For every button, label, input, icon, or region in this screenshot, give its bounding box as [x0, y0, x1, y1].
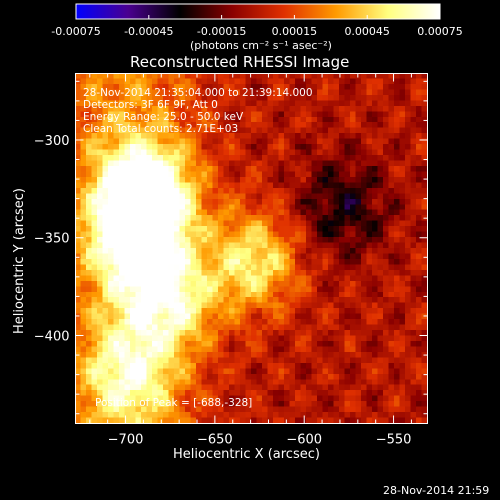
- colorbar-units-label: (photons cm⁻² s⁻¹ asec⁻²): [190, 39, 332, 52]
- colorbar: -0.00075 -0.00045 -0.00015 0.00015 0.00045 0.…: [51, 3, 463, 38]
- colorbar-tick-label: 0.00015: [272, 25, 318, 38]
- x-tick-label: −650: [197, 433, 233, 448]
- x-tick-label: −600: [286, 433, 322, 448]
- colorbar-tick-label: -0.00045: [124, 25, 173, 38]
- colorbar-tick-label: -0.00075: [51, 25, 100, 38]
- x-tick-label: −700: [108, 433, 144, 448]
- detectors-annotation: Detectors: 3F 6F 9F, Att 0: [83, 99, 218, 111]
- y-axis-label: Heliocentric Y (arcsec): [12, 188, 27, 334]
- colorbar-tick-label: 0.00075: [417, 25, 463, 38]
- colorbar-tick-label: -0.00015: [197, 25, 246, 38]
- colorbar-gradient: [75, 3, 441, 20]
- x-tick-label: −550: [376, 433, 412, 448]
- peak-position-annotation: Position of Peak = [-688,-328]: [95, 397, 253, 409]
- energy-range-annotation: Energy Range: 25.0 - 50.0 keV: [83, 111, 244, 123]
- clean-counts-annotation: Clean Total counts: 2.71E+03: [83, 123, 239, 135]
- x-axis-label: Heliocentric X (arcsec): [173, 447, 320, 462]
- y-tick-label: −400: [34, 330, 70, 345]
- colorbar-tick-label: 0.00045: [344, 25, 390, 38]
- time-range-annotation: 28-Nov-2014 21:35:04.000 to 21:39:14.000: [83, 87, 313, 99]
- y-tick-label: −350: [34, 232, 70, 247]
- generation-timestamp: 28-Nov-2014 21:59: [383, 484, 490, 497]
- plot-area: 28-Nov-2014 21:35:04.000 to 21:39:14.000…: [75, 73, 427, 423]
- chart-title: Reconstructed RHESSI Image: [130, 53, 350, 71]
- y-tick-label: −300: [34, 134, 70, 149]
- colorbar-ticks: -0.00075 -0.00045 -0.00015 0.00015 0.00045 0.…: [51, 15, 463, 38]
